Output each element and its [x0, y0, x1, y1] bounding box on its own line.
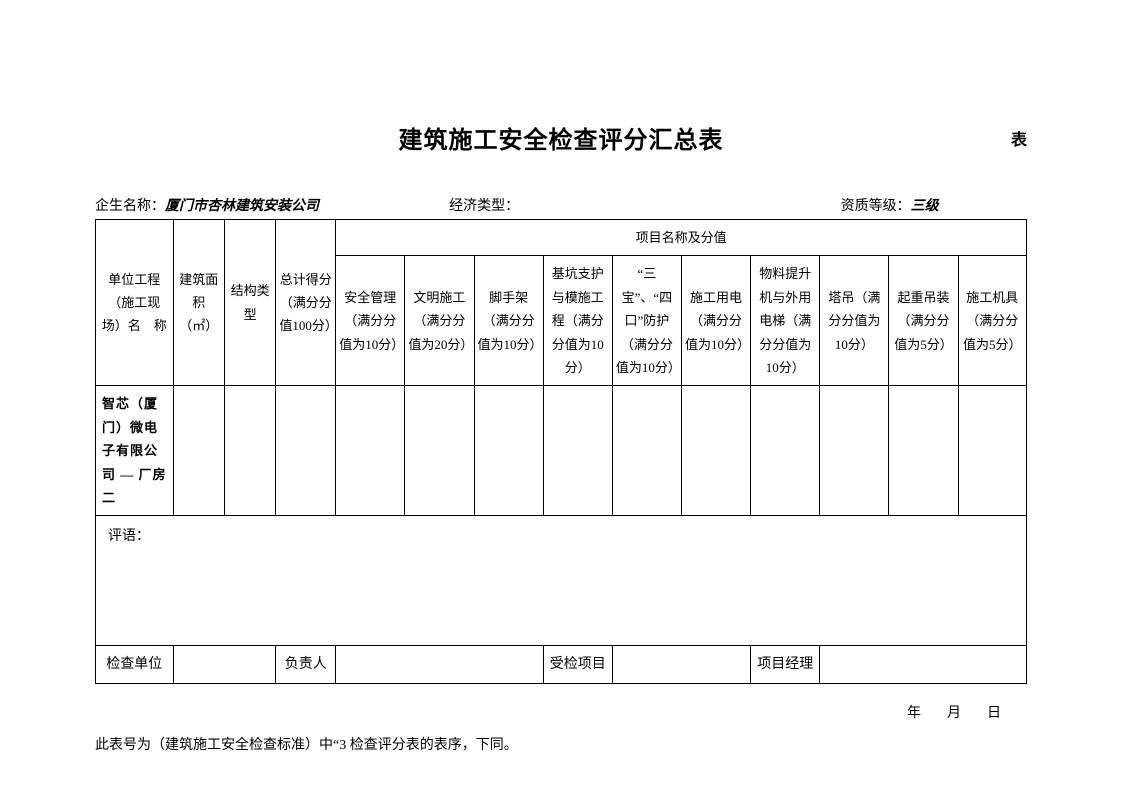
- company-value: 厦门市杏林建筑安装公司: [165, 199, 319, 214]
- hdr-col1: 单位工程（施工现场）名 称: [96, 220, 174, 386]
- row-c4: [543, 386, 612, 516]
- hdr-group: 项目名称及分值: [336, 220, 1027, 256]
- sign-value-1: [173, 646, 276, 684]
- row-c6: [681, 386, 750, 516]
- qual-level-label: 资质等级：: [841, 199, 911, 214]
- row-c1: [336, 386, 405, 516]
- hdr-c10: 施工机具（满分分值为5分）: [958, 256, 1026, 386]
- table-label: 表: [1011, 126, 1027, 150]
- row-c5: [612, 386, 681, 516]
- row-area: [173, 386, 224, 516]
- hdr-c6: 施工用电（满分分值为10分）: [681, 256, 750, 386]
- row-c7: [751, 386, 820, 516]
- row-c8: [820, 386, 889, 516]
- comment-cell: 评语：: [96, 516, 1027, 646]
- hdr-c3: 脚手架（满分分值为10分）: [474, 256, 543, 386]
- hdr-c2: 文明施工（满分分值为20分）: [405, 256, 474, 386]
- row-c2: [405, 386, 474, 516]
- hdr-c9: 起重吊装（满分分值为5分）: [889, 256, 958, 386]
- hdr-col2: 建筑面积（㎡）: [173, 220, 224, 386]
- row-c10: [958, 386, 1026, 516]
- meta-row: 企生名称：厦门市杏林建筑安装公司 经济类型： 资质等级：三级: [95, 195, 1027, 215]
- qual-level-value: 三级: [911, 199, 939, 214]
- row-c9: [889, 386, 958, 516]
- sign-label-1: 检查单位: [96, 646, 174, 684]
- row-total: [276, 386, 336, 516]
- sign-value-2: [336, 646, 543, 684]
- hdr-c8: 塔吊（满分分值为10分）: [820, 256, 889, 386]
- econ-type-label: 经济类型：: [449, 199, 519, 214]
- row-name: 智芯（厦门）微电子有限公司 — 厂房二: [96, 386, 174, 516]
- hdr-c5: “三宝”、“四口”防护（满分分值为10分）: [612, 256, 681, 386]
- hdr-col3: 结构类型: [224, 220, 275, 386]
- page-title: 建筑施工安全检查评分汇总表: [95, 120, 1027, 155]
- main-table: 单位工程（施工现场）名 称 建筑面积（㎡） 结构类型 总计得分（满分分值100分…: [95, 219, 1027, 684]
- sign-value-3: [612, 646, 750, 684]
- hdr-col4: 总计得分（满分分值100分）: [276, 220, 336, 386]
- sign-value-4: [820, 646, 1027, 684]
- sign-label-2: 负责人: [276, 646, 336, 684]
- sign-label-3: 受检项目: [543, 646, 612, 684]
- hdr-c4: 基坑支护与模施工程（满分分值为10分）: [543, 256, 612, 386]
- hdr-c1: 安全管理（满分分值为10分）: [336, 256, 405, 386]
- date-row: 年 月 日: [95, 702, 1027, 722]
- company-label: 企生名称：: [95, 199, 165, 214]
- footnote: 此表号为（建筑施工安全检查标准）中“3 检查评分表的表序，下同。: [95, 734, 1027, 754]
- hdr-c7: 物料提升机与外用电梯（满分分值为10分）: [751, 256, 820, 386]
- sign-label-4: 项目经理: [751, 646, 820, 684]
- row-struct: [224, 386, 275, 516]
- row-c3: [474, 386, 543, 516]
